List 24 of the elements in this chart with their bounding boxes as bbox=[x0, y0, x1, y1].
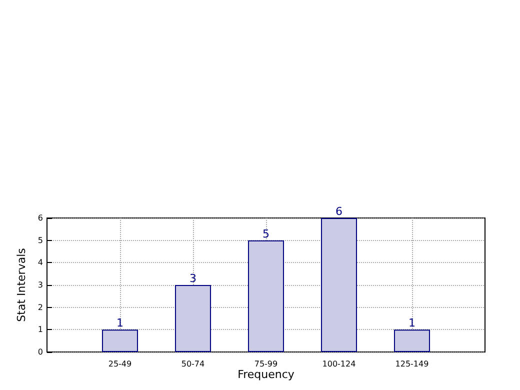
y-tick-label: 5 bbox=[38, 236, 43, 245]
x-tick-label: 125-149 bbox=[395, 360, 429, 368]
y-tick-label: 4 bbox=[38, 258, 43, 268]
bar bbox=[102, 330, 138, 352]
data-label: 5 bbox=[262, 227, 270, 240]
x-axis-title: Frequency bbox=[238, 368, 295, 381]
y-tick-label: 6 bbox=[38, 214, 43, 222]
y-tick-label: 3 bbox=[38, 280, 43, 290]
x-tick-label: 100-124 bbox=[322, 360, 356, 368]
bar bbox=[248, 240, 284, 352]
data-label: 1 bbox=[116, 316, 124, 330]
y-axis-title: Stat Intervals bbox=[15, 248, 28, 322]
y-tick-label: 2 bbox=[38, 302, 43, 312]
x-tick-label: 25-49 bbox=[108, 360, 132, 368]
data-label: 1 bbox=[408, 316, 416, 330]
bar bbox=[174, 285, 211, 352]
y-tick-label: 1 bbox=[38, 325, 43, 334]
data-label: 6 bbox=[335, 205, 342, 218]
y-tick-label: 0 bbox=[38, 348, 43, 356]
x-tick-label: 75-99 bbox=[254, 360, 278, 368]
data-label: 3 bbox=[189, 272, 196, 285]
x-tick-label: 50-74 bbox=[181, 360, 205, 368]
bar bbox=[394, 330, 430, 352]
bar bbox=[320, 218, 357, 352]
